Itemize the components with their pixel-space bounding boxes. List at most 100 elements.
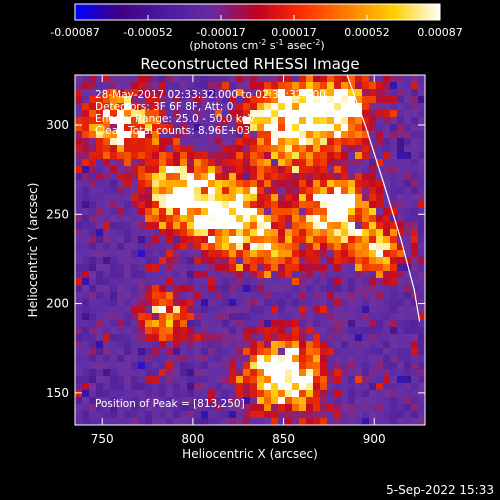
heatmap-cell [418, 103, 426, 111]
heatmap-cell [250, 390, 258, 398]
heatmap-cell [411, 166, 419, 174]
heatmap-cell [390, 285, 398, 293]
heatmap-cell [138, 159, 146, 167]
heatmap-cell [89, 299, 97, 307]
heatmap-cell [152, 257, 160, 265]
heatmap-cell [243, 75, 251, 83]
heatmap-cell [334, 306, 342, 314]
heatmap-cell [124, 187, 132, 195]
heatmap-cell [271, 264, 279, 272]
heatmap-cell [327, 145, 335, 153]
heatmap-cell [369, 187, 377, 195]
heatmap-cell [89, 187, 97, 195]
heatmap-cell [250, 306, 258, 314]
heatmap-cell [215, 152, 223, 160]
heatmap-cell [397, 187, 405, 195]
heatmap-cell [264, 152, 272, 160]
heatmap-cell [194, 201, 202, 209]
heatmap-cell [369, 215, 377, 223]
heatmap-cell [383, 320, 391, 328]
heatmap-cell [173, 187, 181, 195]
heatmap-cell [292, 341, 300, 349]
heatmap-cell [138, 222, 146, 230]
heatmap-cell [152, 124, 160, 132]
y-tick-label: 200 [46, 297, 69, 311]
heatmap-cell [138, 145, 146, 153]
heatmap-cell [257, 418, 265, 426]
heatmap-cell [369, 194, 377, 202]
heatmap-cell [152, 208, 160, 216]
heatmap-cell [299, 348, 307, 356]
heatmap-cell [306, 327, 314, 335]
heatmap-cell [110, 306, 118, 314]
heatmap-cell [292, 89, 300, 97]
heatmap-cell [173, 411, 181, 419]
heatmap-cell [369, 404, 377, 412]
heatmap-cell [397, 306, 405, 314]
heatmap-cell [341, 138, 349, 146]
heatmap-cell [306, 152, 314, 160]
heatmap-cell [194, 117, 202, 125]
heatmap-cell [285, 418, 293, 426]
heatmap-cell [313, 229, 321, 237]
heatmap-cell [397, 180, 405, 188]
heatmap-cell [313, 390, 321, 398]
heatmap-cell [362, 243, 370, 251]
heatmap-cell [292, 320, 300, 328]
heatmap-cell [229, 320, 237, 328]
heatmap-cell [418, 89, 426, 97]
heatmap-cell [152, 110, 160, 118]
heatmap-cell [124, 201, 132, 209]
heatmap-cell [271, 383, 279, 391]
heatmap-cell [208, 117, 216, 125]
heatmap-cell [117, 362, 125, 370]
heatmap-cell [187, 236, 195, 244]
heatmap-cell [145, 236, 153, 244]
heatmap-cell [131, 397, 139, 405]
heatmap-cell [320, 397, 328, 405]
heatmap-cell [201, 117, 209, 125]
colorbar-tick-label: 0.00052 [344, 26, 390, 39]
heatmap-cell [418, 271, 426, 279]
heatmap-cell [215, 285, 223, 293]
heatmap-cell [278, 362, 286, 370]
heatmap-cell [271, 117, 279, 125]
heatmap-cell [110, 278, 118, 286]
heatmap-cell [201, 250, 209, 258]
heatmap-cell [250, 89, 258, 97]
heatmap-cell [194, 222, 202, 230]
heatmap-cell [390, 236, 398, 244]
heatmap-cell [96, 278, 104, 286]
heatmap-cell [96, 334, 104, 342]
heatmap-cell [348, 257, 356, 265]
heatmap-cell [341, 194, 349, 202]
heatmap-cell [117, 194, 125, 202]
heatmap-cell [292, 131, 300, 139]
heatmap-cell [222, 404, 230, 412]
heatmap-cell [285, 201, 293, 209]
heatmap-cell [89, 306, 97, 314]
heatmap-cell [362, 348, 370, 356]
heatmap-cell [355, 173, 363, 181]
heatmap-cell [180, 110, 188, 118]
heatmap-cell [208, 166, 216, 174]
heatmap-cell [271, 187, 279, 195]
heatmap-cell [75, 320, 83, 328]
heatmap-cell [285, 285, 293, 293]
heatmap-cell [82, 390, 90, 398]
heatmap-cell [131, 159, 139, 167]
heatmap-cell [166, 278, 174, 286]
heatmap-cell [138, 180, 146, 188]
heatmap-cell [194, 75, 202, 83]
heatmap-cell [292, 264, 300, 272]
heatmap-cell [404, 103, 412, 111]
heatmap-cell [390, 208, 398, 216]
heatmap-cell [180, 341, 188, 349]
heatmap-cell [75, 194, 83, 202]
heatmap-cell [334, 131, 342, 139]
heatmap-cell [173, 152, 181, 160]
heatmap-cell [145, 110, 153, 118]
heatmap-cell [383, 173, 391, 181]
heatmap-cell [194, 278, 202, 286]
heatmap-cell [110, 355, 118, 363]
